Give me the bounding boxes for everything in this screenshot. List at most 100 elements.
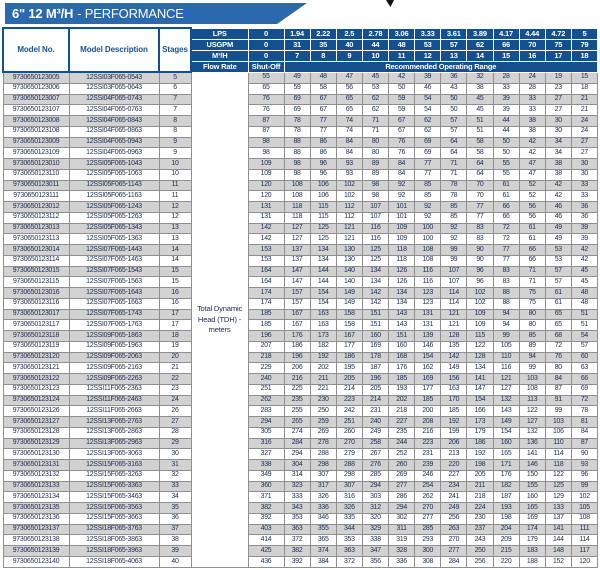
head-value-cell: 151 bbox=[387, 330, 416, 342]
head-value-cell: 132 bbox=[492, 394, 520, 407]
head-value-cell: 139 bbox=[414, 330, 442, 342]
shut-off-value-cell: 316 bbox=[247, 437, 285, 450]
head-value-cell: 262 bbox=[414, 491, 442, 504]
head-value-cell: 121 bbox=[440, 308, 468, 321]
head-value-cell: 141 bbox=[518, 448, 546, 461]
head-value-cell: 83 bbox=[466, 233, 494, 246]
head-value-cell: 86 bbox=[309, 136, 337, 149]
head-value-cell: 34 bbox=[544, 136, 572, 149]
head-value-cell: 154 bbox=[466, 394, 494, 407]
model-no-cell: 9730650123135 bbox=[2, 502, 70, 514]
head-value-cell: 71 bbox=[518, 276, 546, 289]
head-value-cell: 76 bbox=[544, 351, 572, 364]
head-value-cell: 121 bbox=[492, 373, 520, 385]
flow-value-header-cell: 2.5 bbox=[335, 27, 363, 40]
shut-off-value-cell: 98 bbox=[247, 147, 285, 160]
model-no-cell: 9730650123137 bbox=[2, 523, 70, 536]
head-value-cell: 167 bbox=[335, 330, 363, 342]
model-description-cell: 12SSI15F065-3463 bbox=[68, 491, 160, 504]
model-description-cell: 12SSI05F065-1243 bbox=[68, 201, 160, 213]
head-value-cell: 269 bbox=[387, 469, 416, 482]
head-value-cell: 66 bbox=[518, 244, 546, 256]
head-value-cell: 27 bbox=[544, 93, 572, 106]
head-value-cell: 196 bbox=[361, 373, 390, 385]
stages-cell: 27 bbox=[158, 416, 192, 428]
head-value-cell: 48 bbox=[309, 71, 337, 84]
stages-cell: 9 bbox=[158, 136, 192, 149]
head-value-cell: 92 bbox=[414, 211, 442, 224]
head-value-cell: 93 bbox=[335, 168, 363, 181]
head-value-cell: 121 bbox=[440, 319, 468, 332]
head-value-cell: 67 bbox=[309, 104, 337, 117]
shut-off-value-cell: 153 bbox=[247, 254, 285, 267]
flow-value-header-cell: 2.78 bbox=[361, 27, 390, 40]
model-no-cell: 9730650123131 bbox=[2, 459, 70, 471]
head-value-cell: 151 bbox=[361, 308, 390, 321]
table-row: 9730650123128 12SSI13F065-2863 28 305 274 269… bbox=[2, 426, 599, 439]
head-value-cell: 33 bbox=[518, 93, 546, 106]
stages-cell: 10 bbox=[158, 158, 192, 170]
head-value-cell: 51 bbox=[466, 125, 494, 138]
head-value-cell: 235 bbox=[283, 394, 311, 407]
head-value-cell: 46 bbox=[544, 201, 572, 213]
head-value-cell: 83 bbox=[492, 265, 520, 278]
head-value-cell: 183 bbox=[518, 545, 546, 557]
head-value-cell: 246 bbox=[414, 469, 442, 482]
head-value-cell: 66 bbox=[570, 373, 599, 385]
head-value-cell: 96 bbox=[570, 469, 599, 482]
shut-off-value-cell: 283 bbox=[247, 405, 285, 418]
head-value-cell: 69 bbox=[283, 104, 311, 117]
head-value-cell: 30 bbox=[570, 168, 599, 181]
head-value-cell: 220 bbox=[492, 555, 520, 569]
head-value-cell: 129 bbox=[544, 491, 572, 504]
head-value-cell: 241 bbox=[440, 491, 468, 504]
head-value-cell: 170 bbox=[440, 394, 468, 407]
shut-off-value-cell: 403 bbox=[247, 523, 285, 536]
head-value-cell: 142 bbox=[361, 287, 390, 299]
head-value-cell: 58 bbox=[466, 136, 494, 149]
head-value-cell: 141 bbox=[466, 373, 494, 385]
flow-value-header-cell: 4.44 bbox=[518, 27, 546, 40]
head-value-cell: 137 bbox=[283, 254, 311, 267]
head-value-cell: 67 bbox=[309, 93, 337, 106]
stages-cell: 11 bbox=[158, 190, 192, 203]
table-row: 9730650123007 12SSI04F065-0743 7 76 69 67 65 62… bbox=[2, 93, 599, 106]
model-description-cell: 12SSI07F065-1463 bbox=[68, 254, 160, 267]
head-value-cell: 96 bbox=[466, 265, 494, 278]
head-value-cell: 256 bbox=[440, 512, 468, 525]
model-description-cell: 12SSI04F065-0843 bbox=[68, 115, 160, 127]
stages-cell: 16 bbox=[158, 297, 192, 310]
head-value-cell: 199 bbox=[440, 426, 468, 439]
head-value-cell: 163 bbox=[309, 319, 337, 332]
head-value-cell: 147 bbox=[283, 265, 311, 278]
head-value-cell: 209 bbox=[492, 534, 520, 547]
head-value-cell: 93 bbox=[570, 459, 599, 471]
head-value-cell: 98 bbox=[361, 179, 390, 192]
head-value-cell: 18 bbox=[570, 82, 599, 95]
head-value-cell: 53 bbox=[544, 244, 572, 256]
stages-cell: 6 bbox=[158, 82, 192, 95]
stages-cell: 7 bbox=[158, 104, 192, 117]
head-value-cell: 88 bbox=[492, 297, 520, 310]
head-value-cell: 51 bbox=[570, 319, 599, 332]
head-value-cell: 50 bbox=[492, 136, 520, 149]
head-value-cell: 102 bbox=[466, 287, 494, 299]
head-value-cell: 185 bbox=[414, 394, 442, 407]
head-value-cell: 58 bbox=[466, 147, 494, 160]
head-value-cell: 173 bbox=[466, 416, 494, 428]
head-value-cell: 50 bbox=[440, 93, 468, 106]
head-value-cell: 61 bbox=[492, 179, 520, 192]
model-no-cell: 9730650123140 bbox=[2, 555, 70, 569]
head-value-cell: 293 bbox=[414, 534, 442, 547]
head-value-cell: 157 bbox=[283, 287, 311, 299]
model-no-cell: 9730650123113 bbox=[2, 233, 70, 246]
head-value-cell: 78 bbox=[283, 125, 311, 138]
model-description-cell: 12SSI05F065-1143 bbox=[68, 179, 160, 192]
flow-value-header-cell: 11 bbox=[387, 49, 416, 62]
stages-cell: 36 bbox=[158, 512, 192, 525]
head-value-cell: 39 bbox=[414, 71, 442, 84]
head-value-cell: 47 bbox=[518, 168, 546, 181]
stages-cell: 33 bbox=[158, 480, 192, 493]
stages-cell: 5 bbox=[158, 71, 192, 84]
model-no-cell: 9730650123009 bbox=[2, 136, 70, 149]
